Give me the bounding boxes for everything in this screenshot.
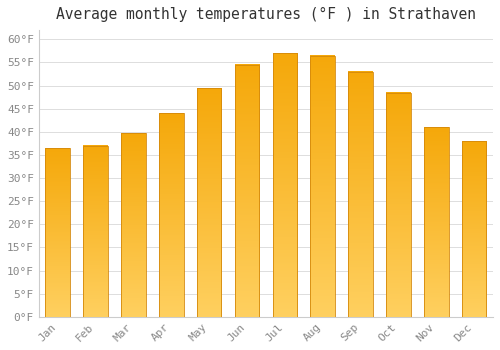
Bar xyxy=(272,53,297,317)
Title: Average monthly temperatures (°F ) in Strathaven: Average monthly temperatures (°F ) in St… xyxy=(56,7,476,22)
Bar xyxy=(46,148,70,317)
Bar xyxy=(348,72,373,317)
Bar xyxy=(310,56,335,317)
Bar xyxy=(386,92,410,317)
Bar xyxy=(197,88,222,317)
Bar xyxy=(159,113,184,317)
Bar xyxy=(462,141,486,317)
Bar xyxy=(121,133,146,317)
Bar xyxy=(234,65,260,317)
Bar xyxy=(84,146,108,317)
Bar xyxy=(424,127,448,317)
